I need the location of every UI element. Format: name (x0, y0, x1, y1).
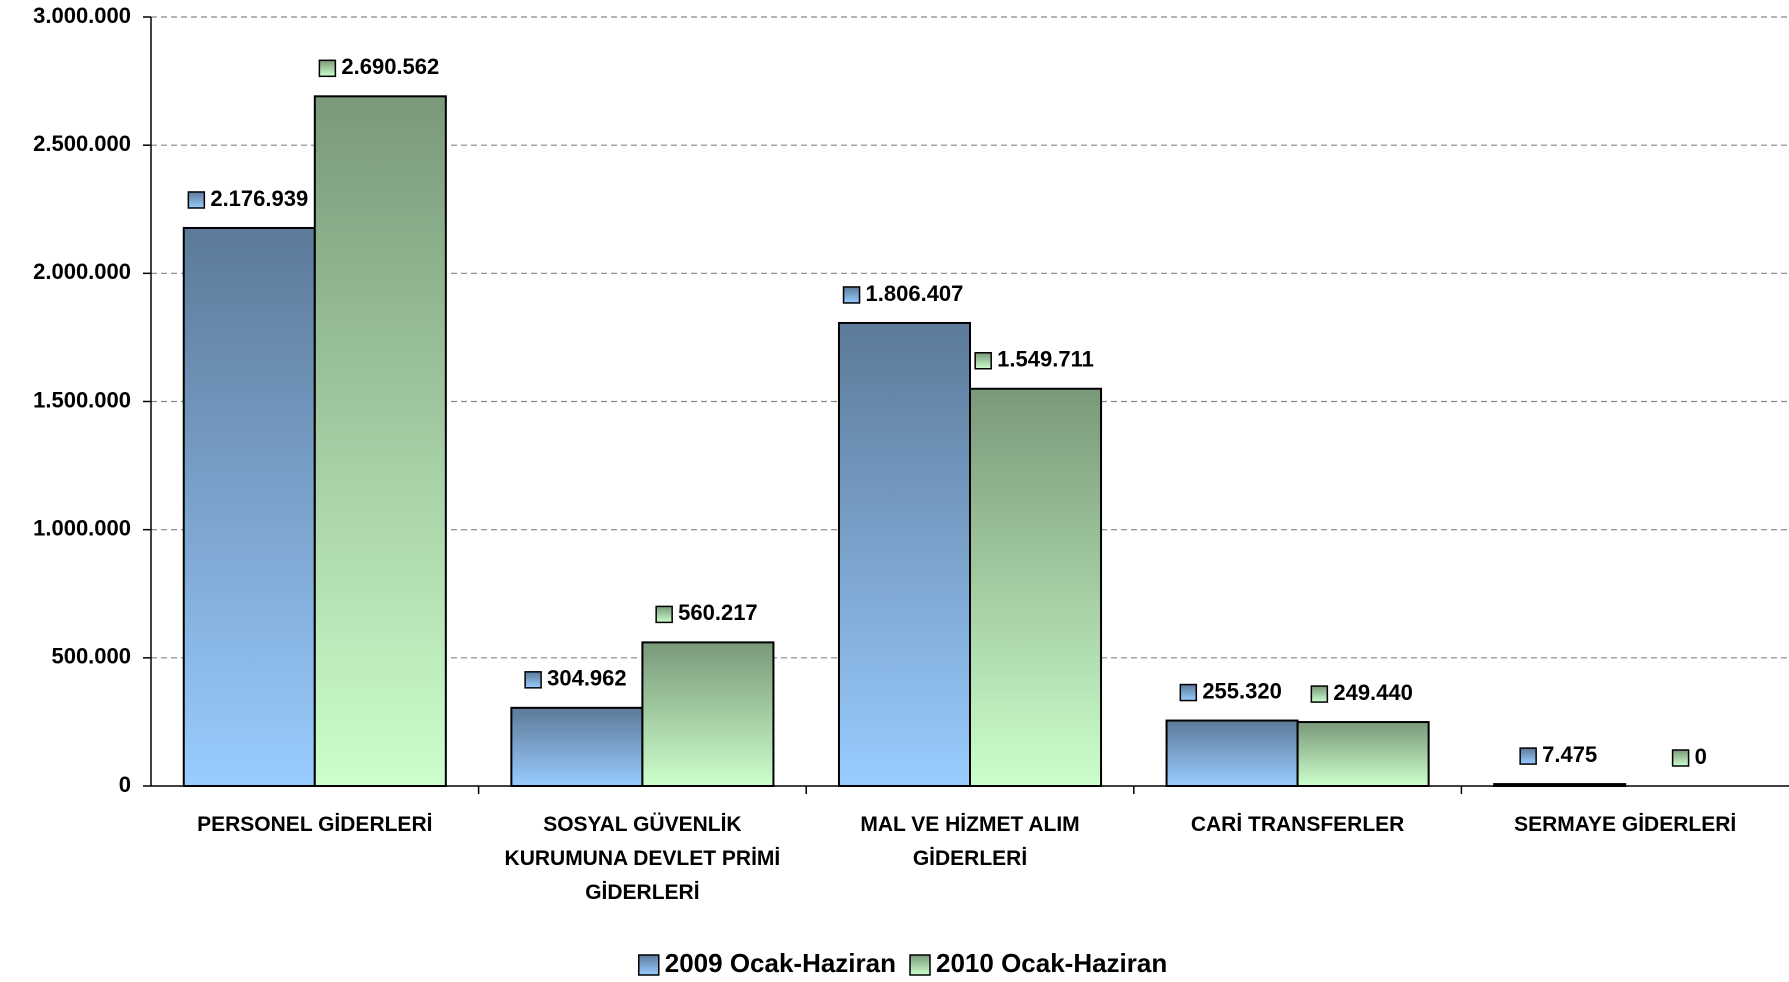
bar (969, 387, 1103, 787)
data-label: 0 (1695, 744, 1707, 769)
legend-label: 2009 Ocak-Haziran (665, 948, 896, 978)
bar (313, 95, 447, 787)
data-label-key (1310, 685, 1329, 703)
data-label-key (842, 286, 861, 304)
x-tick-label: PERSONEL GİDERLERİ (197, 813, 433, 836)
data-label-key (1671, 749, 1690, 767)
data-label-key (318, 59, 337, 78)
data-label: 2.176.939 (210, 186, 308, 211)
data-label-key (655, 605, 673, 624)
data-label: 1.806.407 (866, 281, 964, 306)
data-label: 2.690.562 (341, 54, 439, 79)
y-tick-label: 0 (119, 772, 131, 797)
data-label: 304.962 (547, 666, 627, 691)
x-tick-label: SOSYAL GÜVENLİK KURUMUNA DEVLET PRİMİ Gİ… (504, 813, 781, 904)
data-label: 560.217 (678, 600, 758, 625)
bar (1493, 783, 1627, 788)
bar (837, 321, 972, 787)
y-tick-label: 1.500.000 (33, 387, 131, 412)
data-label-key (974, 352, 992, 370)
legend-key (909, 954, 931, 976)
data-label: 255.320 (1202, 678, 1282, 703)
y-tick-label: 2.500.000 (33, 131, 131, 156)
y-tick-label: 2.000.000 (33, 259, 131, 284)
data-label: 249.440 (1333, 680, 1413, 705)
x-tick-label: MAL VE HİZMET ALIM GİDERLERİ (860, 813, 1080, 870)
data-label-key (187, 191, 206, 209)
x-tick-label: CARİ TRANSFERLER (1190, 813, 1405, 836)
y-tick-label: 1.000.000 (33, 515, 131, 540)
data-label: 1.549.711 (997, 347, 1094, 372)
data-label-key (524, 671, 542, 689)
bar (1296, 721, 1430, 788)
data-label-key (1519, 747, 1537, 765)
y-tick-label: 3.000.000 (33, 3, 131, 28)
bar (182, 226, 316, 787)
legend-label: 2010 Ocak-Haziran (936, 948, 1167, 978)
data-label-key (1179, 683, 1198, 702)
data-label: 7.475 (1542, 742, 1597, 767)
x-tick-label: SERMAYE GİDERLERİ (1514, 813, 1737, 836)
bar (641, 641, 775, 787)
legend-key (638, 954, 660, 976)
bar (1165, 719, 1299, 788)
y-tick-label: 500.000 (51, 644, 131, 669)
bar (510, 706, 644, 787)
